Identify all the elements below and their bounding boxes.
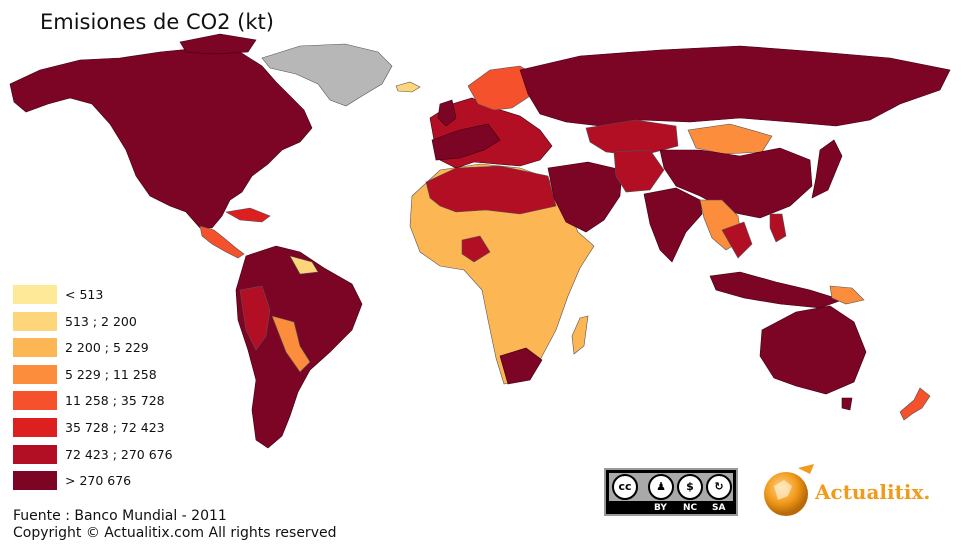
legend-swatch (13, 444, 57, 464)
region-india (643, 187, 703, 263)
cc-icon: cc (612, 474, 638, 500)
region-papua (829, 285, 865, 305)
region-madagascar (571, 315, 589, 355)
legend-swatch (13, 417, 57, 437)
region-andes (239, 285, 271, 351)
region-tasmania (841, 397, 853, 411)
region-central-america (199, 225, 245, 259)
region-iceland (395, 81, 421, 93)
region-central-asia (613, 149, 665, 193)
legend-swatch (13, 391, 57, 411)
region-new-zealand (899, 387, 931, 421)
legend-swatch (13, 364, 57, 384)
region-china (659, 147, 813, 219)
nc-tag: NC (683, 503, 698, 513)
by-tag: BY (654, 503, 667, 513)
legend-label: > 270 676 (65, 473, 132, 489)
region-mongolia (687, 123, 773, 155)
legend-swatch (13, 471, 57, 491)
logo-name: Actualitix (815, 480, 924, 504)
region-philippines (769, 213, 787, 243)
region-spain-france-germany (431, 123, 501, 161)
region-uk (437, 99, 457, 127)
nc-icon: $ (677, 474, 703, 500)
source-note: Fuente : Banco Mundial - 2011 Copyright … (13, 508, 336, 542)
legend-label: 5 229 ; 11 258 (65, 366, 157, 382)
region-kazakhstan (585, 119, 679, 157)
legend-label: 11 258 ; 35 728 (65, 393, 165, 409)
region-greenland (261, 43, 393, 107)
globe-icon (764, 464, 814, 516)
logo-text: Actualitix. (815, 480, 930, 504)
region-indonesia (709, 271, 843, 309)
region-nigeria (461, 235, 491, 263)
sa-tag: SA (712, 503, 726, 513)
legend-label: 513 ; 2 200 (65, 313, 137, 329)
legend-swatch (13, 311, 57, 331)
region-caribbean (225, 207, 271, 223)
region-north-america (9, 47, 313, 229)
region-japan (811, 139, 843, 199)
by-icon: ♟ (648, 474, 674, 500)
region-middle-east (547, 161, 623, 233)
sa-icon: ↻ (706, 474, 732, 500)
region-guianas (289, 255, 319, 275)
copyright-line: Copyright © Actualitix.com All rights re… (13, 525, 337, 541)
legend-label: 2 200 ; 5 229 (65, 340, 149, 356)
legend-label: 72 423 ; 270 676 (65, 446, 173, 462)
region-south-africa (499, 347, 543, 385)
legend-swatch (13, 285, 57, 304)
region-australia (759, 305, 867, 395)
legend-label: < 513 (65, 287, 104, 302)
region-north-africa (425, 165, 557, 215)
actualitix-logo[interactable]: Actualitix. (760, 460, 960, 520)
cc-license-badge[interactable]: cc ♟ $ ↻ BY NC SA (604, 468, 738, 516)
region-bolivia-paraguay (271, 315, 311, 373)
source-line: Fuente : Banco Mundial - 2011 (13, 508, 227, 524)
region-russia (519, 45, 951, 127)
legend-swatch (13, 338, 57, 358)
legend-label: 35 728 ; 72 423 (65, 419, 165, 435)
region-thailand-vietnam (721, 221, 753, 259)
logo-dot: . (923, 480, 931, 504)
map-title: Emisiones de CO2 (kt) (40, 10, 274, 34)
region-arctic-islands (179, 33, 257, 55)
